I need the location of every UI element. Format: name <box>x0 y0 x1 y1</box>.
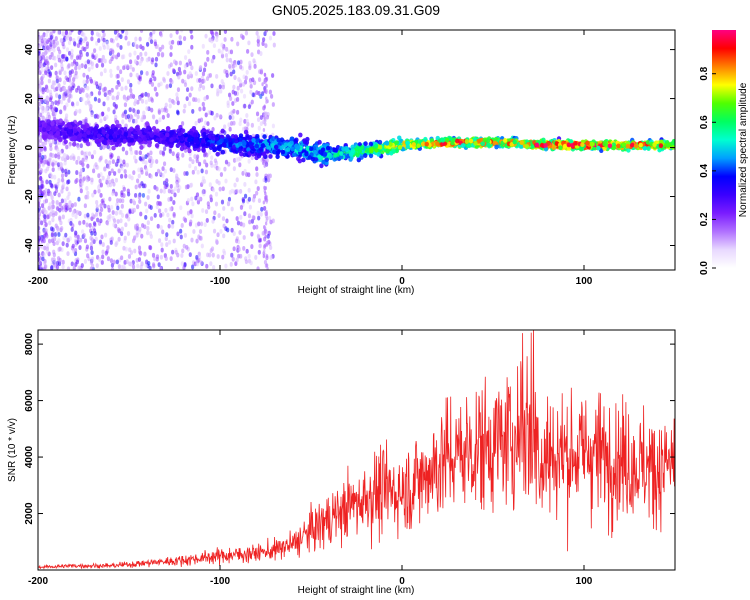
spectrogram-y-tick-label: 40 <box>24 44 35 56</box>
snr-y-tick-label: 4000 <box>24 445 35 468</box>
snr-frame <box>37 329 676 571</box>
snr-panel: -200 -100 0 100 2000 4000 6000 8000 Height of s… <box>7 329 676 596</box>
colorbar-label: Normalized spectral amplitude <box>738 82 749 217</box>
colorbar: 0.0 0.2 0.4 0.6 0.8 Normalized spectral ampl… <box>699 30 749 275</box>
spectrogram-y-tick-label: -40 <box>24 238 35 253</box>
spectrogram-y-tick-label: 20 <box>24 93 35 105</box>
snr-x-tick-label: 0 <box>399 576 405 587</box>
snr-x-tick-label: 100 <box>576 576 593 587</box>
spectrogram-x-tick-label: 100 <box>576 276 593 287</box>
figure-title: GN05.2025.183.09.31.G09 <box>271 2 441 18</box>
snr-x-label: Height of straight line (km) <box>298 585 415 596</box>
snr-y-tick-label: 8000 <box>24 333 35 356</box>
spectrogram-frame <box>37 29 676 271</box>
snr-x-tick-label: -100 <box>210 576 230 587</box>
snr-y-tick-label: 2000 <box>24 502 35 525</box>
colorbar-tick-label: 0.6 <box>699 115 710 129</box>
snr-x-tick-label: -200 <box>28 576 48 587</box>
spectrogram-x-tick-label: 0 <box>399 276 405 287</box>
spectrogram-x-tick-label: -100 <box>210 276 230 287</box>
spectrogram-y-tick-label: 0 <box>24 144 35 150</box>
snr-plot-area <box>38 330 675 570</box>
snr-y-label: SNR (10 * v/v) <box>7 418 18 482</box>
colorbar-ramp <box>712 30 736 268</box>
colorbar-ticks: 0.0 0.2 0.4 0.6 0.8 <box>699 66 716 275</box>
spectrogram-y-label: Frequency (Hz) <box>7 116 18 185</box>
spectrogram-heatmap <box>38 30 675 270</box>
snr-y-tick-label: 6000 <box>24 389 35 412</box>
snr-ticks: -200 -100 0 100 2000 4000 6000 8000 <box>24 330 675 587</box>
spectrogram-x-tick-label: -200 <box>28 276 48 287</box>
spectrogram-y-tick-label: -20 <box>24 189 35 204</box>
colorbar-tick-label: 0.4 <box>699 163 710 177</box>
colorbar-tick-label: 0.8 <box>699 66 710 80</box>
spectrogram-x-label: Height of straight line (km) <box>298 285 415 296</box>
colorbar-tick-label: 0.2 <box>699 212 710 226</box>
snr-series-line <box>38 330 675 570</box>
colorbar-tick-label: 0.0 <box>699 261 710 275</box>
